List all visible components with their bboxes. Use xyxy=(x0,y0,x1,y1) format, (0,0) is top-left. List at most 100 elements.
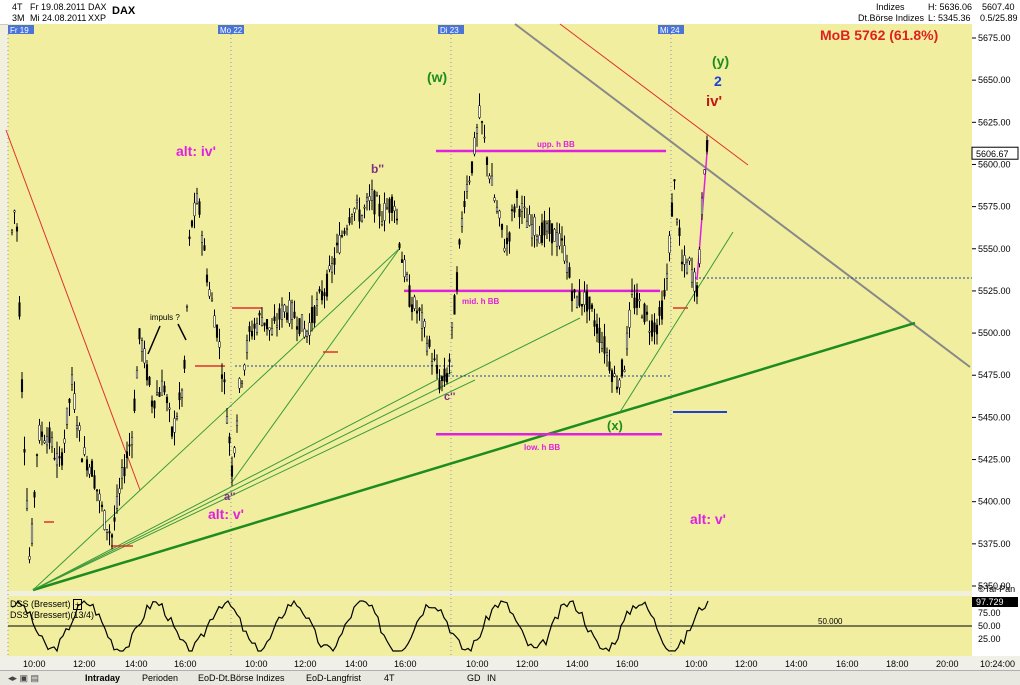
nav-icons[interactable]: ◂▸ ▣ ▤ xyxy=(8,673,40,683)
candle-body xyxy=(590,304,594,309)
tab-4t[interactable]: 4T xyxy=(384,673,395,683)
candle-body xyxy=(385,206,389,209)
candle-body xyxy=(610,370,614,383)
candle-body xyxy=(598,327,601,343)
candle-body xyxy=(620,359,624,377)
candle-body xyxy=(568,267,571,278)
osc-current-tag xyxy=(972,597,1018,607)
tab-eod-langfrist[interactable]: EoD-Langfrist xyxy=(306,673,362,683)
candle-body xyxy=(50,437,54,448)
candle-body xyxy=(155,391,159,395)
candle-body xyxy=(190,220,194,227)
source-label: ©Tai-Pan xyxy=(978,584,1015,594)
candle-body xyxy=(43,440,46,444)
candle-body xyxy=(685,261,689,274)
candle-body xyxy=(128,444,131,447)
candle-body xyxy=(335,242,339,246)
candle-body xyxy=(103,510,106,530)
tab-in[interactable]: IN xyxy=(487,673,496,683)
tab-intraday[interactable]: Intraday xyxy=(85,673,121,683)
candle-body xyxy=(268,327,271,331)
candle-body xyxy=(698,249,701,264)
candle-body xyxy=(495,206,499,212)
price-tick-label: 5425.00 xyxy=(978,455,1011,465)
candle-body xyxy=(250,330,254,337)
candle-body xyxy=(628,309,631,328)
candle-body xyxy=(175,416,179,419)
candle-body xyxy=(460,218,464,227)
candle-body xyxy=(198,201,201,215)
candle-body xyxy=(380,221,384,225)
day-marker-box xyxy=(438,25,464,34)
candle-body xyxy=(540,222,544,243)
candle-body xyxy=(648,330,651,333)
time-tick-label: 14:00 xyxy=(566,659,589,669)
candle-body xyxy=(333,257,336,265)
tab-gd[interactable]: GD xyxy=(467,673,481,683)
candle-body xyxy=(140,340,144,353)
candle-body xyxy=(360,215,364,222)
candle-body xyxy=(158,391,161,397)
impuls-arrow-right xyxy=(177,323,187,341)
candle-body xyxy=(78,425,81,431)
candle-body xyxy=(433,358,436,360)
candle-body xyxy=(20,379,24,392)
candle-body xyxy=(658,307,661,316)
candle-body xyxy=(35,454,39,456)
candle-body xyxy=(213,315,216,328)
candle-body xyxy=(493,197,496,201)
day-marker-box xyxy=(8,25,34,34)
tab-perioden[interactable]: Perioden xyxy=(142,673,179,683)
candle-body xyxy=(150,400,154,407)
candle-body xyxy=(545,223,549,232)
candle-body xyxy=(453,295,456,315)
candle-body xyxy=(578,291,581,306)
candle-body xyxy=(33,491,36,498)
candle-body xyxy=(255,323,259,333)
candle-body xyxy=(573,289,576,293)
green-fan-line xyxy=(231,247,401,483)
price-tick-label: 5475.00 xyxy=(978,370,1011,380)
candle-body xyxy=(350,214,354,218)
candle-body xyxy=(145,364,149,381)
candle-body xyxy=(355,199,359,204)
candle-body xyxy=(445,373,449,383)
candle-body xyxy=(315,299,319,306)
candle-body xyxy=(458,239,461,245)
candle-body xyxy=(345,228,349,230)
candle-body xyxy=(703,169,706,175)
candle-body xyxy=(340,235,344,237)
price-chart-area[interactable] xyxy=(8,24,972,591)
candle-body xyxy=(308,322,311,336)
candle-body xyxy=(135,370,139,379)
candle-body xyxy=(68,398,71,403)
time-tick-label: 16:00 xyxy=(394,659,417,669)
candle-body xyxy=(180,389,184,398)
green-fan-line xyxy=(32,247,401,591)
osc-label-2: DSS (Bressert)(13/4) xyxy=(10,610,95,620)
candle-body xyxy=(688,257,691,262)
candle-body xyxy=(110,534,114,538)
candle-body xyxy=(270,328,274,336)
time-tick-label: 12:00 xyxy=(516,659,539,669)
candle-body xyxy=(435,364,439,374)
tab-eod-boerse[interactable]: EoD-Dt.Börse Indizes xyxy=(198,673,285,683)
candle-body xyxy=(195,193,199,204)
candle-body xyxy=(478,105,481,118)
candle-body xyxy=(555,232,559,247)
price-tick-label: 5675.00 xyxy=(978,33,1011,43)
price-axis xyxy=(972,24,1020,656)
current-price-tag xyxy=(971,146,1019,160)
candle-body xyxy=(505,237,509,245)
price-tick-label: 5375.00 xyxy=(978,539,1011,549)
candle-body xyxy=(240,381,244,384)
candle-body xyxy=(465,184,469,192)
annotation-low-bb: low. h BB xyxy=(524,443,560,452)
annotation-wave-2: 2 xyxy=(714,73,722,89)
period-4t: 4T xyxy=(12,2,23,12)
candle-body xyxy=(338,235,341,254)
price-tick-label: 5600.00 xyxy=(978,159,1011,169)
time-tick-label: 12:00 xyxy=(735,659,758,669)
candle-body xyxy=(595,323,599,334)
candle-body xyxy=(310,307,314,323)
